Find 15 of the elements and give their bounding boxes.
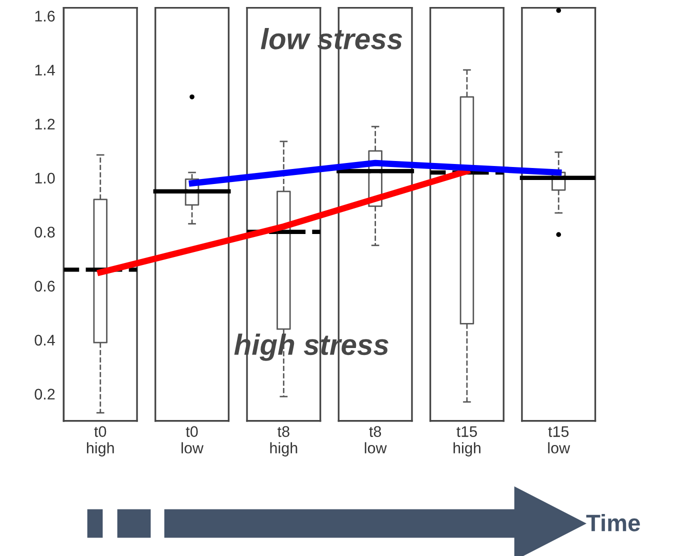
x-tick-label: t15 high xyxy=(454,426,480,456)
x-tick-label: t8 high xyxy=(270,426,298,456)
x-tick-label: t8 low xyxy=(364,426,387,454)
x-tick-label: t0 high xyxy=(86,426,114,456)
text: Time xyxy=(586,514,640,532)
x-tick-label: t15 low xyxy=(548,426,570,454)
y-tick-label: 0.8 xyxy=(34,226,55,238)
y-tick-label: 0.2 xyxy=(34,388,55,400)
x-tick-label: t0 low xyxy=(182,426,204,454)
y-tick-label: 0.4 xyxy=(34,334,55,346)
y-tick-label: 1.0 xyxy=(35,172,55,184)
y-tick-label: 1.2 xyxy=(35,118,55,130)
y-tick-label: 1.6 xyxy=(35,10,55,22)
y-tick-label: 0.6 xyxy=(34,280,55,292)
y-tick-label: 1.4 xyxy=(35,64,55,76)
